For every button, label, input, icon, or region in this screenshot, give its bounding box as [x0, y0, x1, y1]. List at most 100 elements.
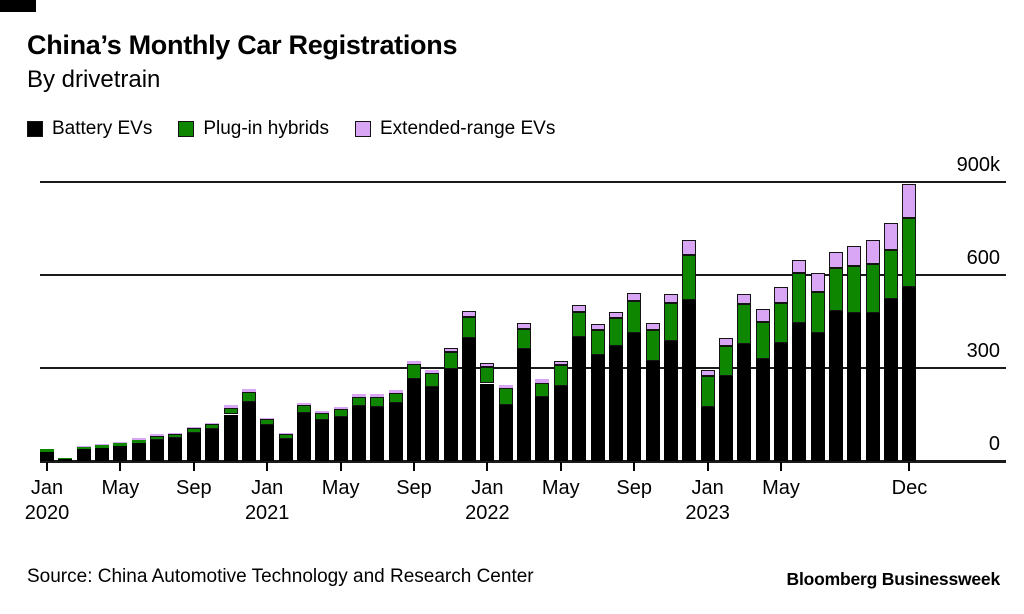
bar-segment: [223, 407, 238, 415]
bar-segment: [755, 309, 770, 322]
bar-segment: [425, 386, 440, 461]
bar-segment: [186, 426, 201, 429]
bar-segment: [223, 405, 238, 408]
bar-segment: [150, 434, 165, 436]
bar-segment: [590, 323, 605, 330]
bar-segment: [462, 316, 477, 339]
x-axis-tick: [559, 462, 562, 471]
bar-segment: [590, 354, 605, 461]
bar-segment: [737, 344, 752, 461]
bar-segment: [278, 434, 293, 439]
bar-segment: [553, 364, 568, 386]
bar-segment: [517, 322, 532, 330]
bar-segment: [774, 342, 788, 461]
bar-segment: [792, 273, 807, 323]
gridline-900: [40, 181, 1006, 183]
x-axis-label: Jan 2021: [244, 477, 290, 524]
legend-item-plug-in-hybrids: Plug-in hybrids: [178, 118, 329, 140]
bar-segment: [480, 367, 495, 384]
plug-in-hybrid-swatch-icon: [178, 121, 195, 137]
bar-segment: [517, 349, 532, 461]
y-axis-label-600: 600: [966, 247, 1000, 269]
x-axis-label: Sep: [176, 477, 212, 499]
bar-segment: [645, 360, 660, 461]
bar-segment: [663, 294, 678, 303]
bar-segment: [462, 311, 477, 317]
bar-segment: [700, 376, 715, 407]
bar-segment: [498, 385, 513, 389]
battery-ev-swatch-icon: [27, 121, 43, 137]
x-axis-tick: [192, 462, 195, 471]
bar-segment: [443, 369, 458, 461]
bar-segment: [535, 379, 550, 383]
bar-segment: [150, 435, 165, 440]
x-axis-label: Jan 2023: [685, 477, 730, 524]
bar-segment: [76, 445, 91, 447]
chart-legend: Battery EVs Plug-in hybrids Extended-ran…: [27, 118, 555, 140]
bar-segment: [572, 336, 587, 461]
bar-segment: [645, 322, 660, 330]
x-axis-tick: [119, 462, 122, 471]
bar-segment: [131, 438, 146, 440]
bar-segment: [553, 385, 568, 461]
bar-segment: [810, 273, 825, 292]
bar-segment: [847, 312, 862, 461]
bar-segment: [388, 390, 403, 393]
bar-segment: [58, 457, 73, 459]
bar-segment: [388, 392, 403, 404]
bar-segment: [113, 442, 128, 447]
bar-segment: [168, 434, 183, 439]
bar-segment: [535, 397, 550, 461]
bar-segment: [186, 433, 201, 461]
bar-segment: [608, 311, 623, 319]
bar-segment: [443, 352, 458, 370]
bar-segment: [792, 259, 807, 274]
bar-segment: [351, 394, 366, 397]
bar-segment: [131, 443, 146, 461]
bar-segment: [76, 446, 91, 450]
y-axis-label-900k: 900k: [956, 154, 1000, 176]
x-axis-tick: [266, 462, 269, 471]
bar-segment: [645, 329, 660, 361]
page-title: China’s Monthly Car Registrations: [27, 30, 458, 60]
bar-segment: [40, 451, 54, 461]
bar-segment: [902, 287, 917, 461]
bar-segment: [608, 345, 623, 461]
gridline-0: [40, 459, 1006, 463]
x-axis-label: May: [762, 477, 800, 499]
x-axis-label: Jan 2020: [24, 477, 70, 524]
bar-segment: [590, 329, 605, 355]
x-axis-label: Dec: [891, 477, 928, 499]
bar-segment: [774, 287, 788, 303]
bar-segment: [829, 268, 844, 311]
y-axis-label-0: 0: [988, 433, 1000, 455]
x-axis-tick: [46, 462, 48, 471]
bar-segment: [315, 412, 330, 420]
bar-segment: [278, 433, 293, 435]
bar-segment: [829, 251, 844, 269]
bar-segment: [58, 458, 73, 461]
bar-segment: [774, 302, 788, 343]
bar-segment: [847, 245, 862, 266]
bar-segment: [388, 403, 403, 461]
x-axis-tick: [780, 462, 782, 471]
x-axis-label: Jan 2022: [465, 477, 510, 524]
x-axis-tick: [486, 462, 489, 471]
bar-segment: [205, 429, 220, 461]
bar-segment: [40, 448, 54, 452]
bar-segment: [241, 392, 256, 403]
x-axis-label: May: [101, 477, 140, 499]
bar-segment: [902, 183, 917, 219]
bar-segment: [95, 444, 110, 448]
bar-segment: [682, 239, 697, 255]
x-axis-tick: [908, 462, 911, 471]
extended-range-ev-swatch-icon: [355, 121, 371, 137]
bar-segment: [865, 239, 880, 265]
bar-segment: [553, 360, 568, 365]
x-axis-tick: [633, 462, 636, 471]
bar-segment: [370, 394, 385, 397]
bar-segment: [443, 348, 458, 353]
x-axis-tick: [339, 462, 342, 471]
bar-segment: [902, 218, 917, 288]
